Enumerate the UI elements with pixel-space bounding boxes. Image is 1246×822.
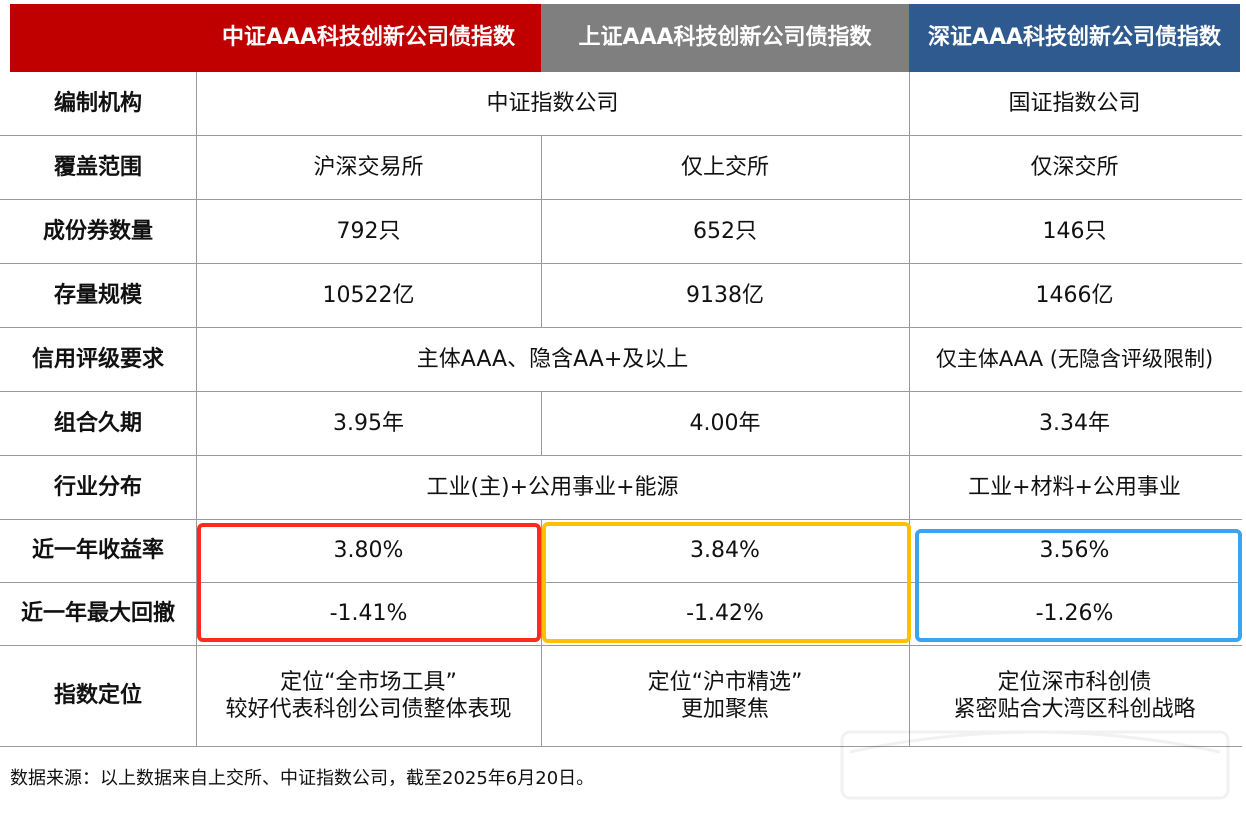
position-c1-line2: 较好代表科创公司债整体表现 (225, 697, 512, 722)
cell-compiler-c12: 中证指数公司 (486, 90, 619, 116)
cell-industry-c12: 工业(主)+公用事业+能源 (426, 474, 679, 500)
header-csi-index: 中证AAA科技创新公司债指数 (196, 4, 541, 72)
cell-scale-c1: 10522亿 (322, 282, 415, 308)
cell-drawdown-c2: -1.42% (686, 601, 764, 627)
cell-drawdown-c3: -1.26% (1035, 601, 1114, 627)
row-label: 存量规模 (53, 282, 142, 308)
row-label: 近一年收益率 (31, 538, 164, 564)
row-drawdown: 近一年最大回撤 -1.41% -1.42% -1.26% (0, 583, 1242, 646)
cell-count-c2: 652只 (693, 218, 757, 244)
row-label: 行业分布 (53, 474, 142, 500)
row-label: 信用评级要求 (31, 346, 164, 372)
row-position: 指数定位 定位“全市场工具” 较好代表科创公司债整体表现 定位“沪市精选” 更加… (0, 646, 1242, 747)
row-rating: 信用评级要求 主体AAA、隐含AA+及以上 仅主体AAA (无隐含评级限制) (0, 328, 1242, 392)
cell-duration-c1: 3.95年 (333, 410, 404, 436)
row-label: 近一年最大回撤 (20, 601, 175, 627)
row-label: 指数定位 (53, 683, 142, 709)
row-label: 成份券数量 (42, 218, 153, 244)
cell-position-c1: 定位“全市场工具” 较好代表科创公司债整体表现 (196, 646, 541, 746)
vline-label-divider (196, 72, 197, 746)
row-count: 成份券数量 792只 652只 146只 (0, 200, 1242, 264)
watermark-graphic (840, 730, 1230, 800)
cell-coverage-c1: 沪深交易所 (313, 154, 424, 180)
cell-drawdown-c1: -1.41% (329, 601, 408, 627)
cell-scale-c2: 9138亿 (686, 282, 764, 308)
cell-position-c2: 定位“沪市精选” 更加聚焦 (541, 646, 909, 746)
cell-duration-c3: 3.34年 (1039, 410, 1110, 436)
cell-return-c3: 3.56% (1039, 538, 1110, 564)
vline-col1-divider-2 (541, 392, 542, 455)
vline-col1-divider-3 (541, 520, 542, 746)
row-scale: 存量规模 10522亿 9138亿 1466亿 (0, 264, 1242, 328)
cell-return-c2: 3.84% (690, 538, 760, 564)
position-c3-line1: 定位深市科创债 (997, 669, 1152, 695)
position-c1-line1: 定位“全市场工具” (280, 669, 457, 695)
header-row: 中证AAA科技创新公司债指数 上证AAA科技创新公司债指数 深证AAA科技创新公… (0, 4, 1242, 72)
cell-industry-c3: 工业+材料+公用事业 (968, 474, 1181, 500)
cell-count-c3: 146只 (1042, 218, 1107, 244)
row-label: 组合久期 (53, 410, 142, 436)
cell-return-c1: 3.80% (333, 538, 404, 564)
row-duration: 组合久期 3.95年 4.00年 3.34年 (0, 392, 1242, 456)
header-sse-index: 上证AAA科技创新公司债指数 (541, 4, 909, 72)
cell-coverage-c2: 仅上交所 (680, 154, 769, 180)
row-coverage: 覆盖范围 沪深交易所 仅上交所 仅深交所 (0, 136, 1242, 200)
vline-col2-divider (909, 72, 910, 746)
cell-compiler-c3: 国证指数公司 (1008, 90, 1141, 116)
cell-count-c1: 792只 (336, 218, 401, 244)
cell-rating-c3: 仅主体AAA (无隐含评级限制) (935, 347, 1214, 372)
cell-scale-c3: 1466亿 (1035, 282, 1114, 308)
row-compiler: 编制机构 中证指数公司 国证指数公司 (0, 72, 1242, 136)
position-c2-line1: 定位“沪市精选” (647, 669, 803, 695)
vline-col1-divider (541, 136, 542, 327)
cell-duration-c2: 4.00年 (689, 410, 761, 436)
header-corner (10, 4, 196, 72)
source-footnote: 数据来源：以上数据来自上交所、中证指数公司，截至2025年6月20日。 (10, 768, 595, 789)
row-return: 近一年收益率 3.80% 3.84% 3.56% (0, 520, 1242, 583)
cell-coverage-c3: 仅深交所 (1030, 154, 1119, 180)
row-industry: 行业分布 工业(主)+公用事业+能源 工业+材料+公用事业 (0, 456, 1242, 520)
header-szse-index: 深证AAA科技创新公司债指数 (909, 4, 1240, 72)
row-label: 编制机构 (53, 90, 142, 116)
row-label: 覆盖范围 (53, 154, 142, 180)
cell-position-c3: 定位深市科创债 紧密贴合大湾区科创战略 (909, 646, 1240, 746)
position-c3-line2: 紧密贴合大湾区科创战略 (953, 697, 1196, 722)
position-c2-line2: 更加聚焦 (680, 697, 769, 722)
cell-rating-c12: 主体AAA、隐含AA+及以上 (416, 346, 689, 372)
